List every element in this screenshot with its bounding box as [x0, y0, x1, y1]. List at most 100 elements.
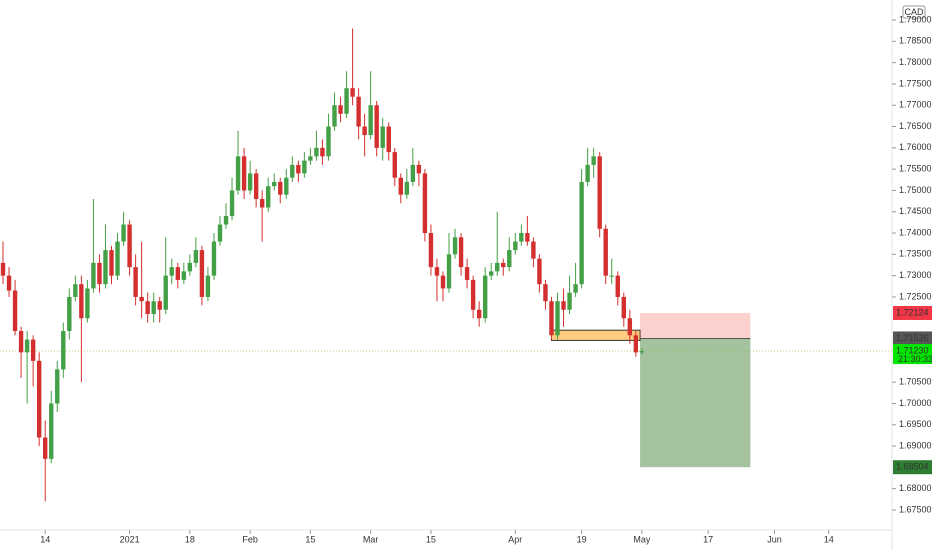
candle-body [537, 258, 542, 285]
candle-body [139, 296, 144, 302]
candle-body [609, 275, 614, 277]
candle-body [30, 339, 36, 361]
candle-body [531, 241, 536, 259]
y-tick-label: 1.76500 [899, 121, 932, 131]
y-tick-label: 1.67500 [899, 504, 932, 514]
y-tick-label: 1.70000 [899, 398, 932, 408]
candle-body [169, 267, 174, 276]
candle-body [43, 437, 48, 459]
target-tag [893, 460, 932, 475]
candle-body [235, 156, 241, 191]
candle-body [410, 164, 416, 182]
candle-body [356, 96, 361, 127]
x-tick-label: 14 [824, 534, 834, 544]
candle-body [585, 164, 590, 182]
candle-body [36, 360, 42, 438]
candle-body [121, 224, 126, 242]
candle-body [543, 284, 548, 302]
candle-body [344, 88, 349, 114]
candle-body [603, 228, 608, 276]
candle-body [597, 156, 602, 229]
candle-body [151, 301, 156, 314]
target-tag-label: 1.68504 [896, 462, 929, 472]
x-tick-label: 2021 [120, 534, 140, 544]
candle-body [205, 275, 211, 297]
candle-body [314, 147, 319, 157]
candle-body [501, 262, 506, 268]
x-tick-label: 15 [426, 534, 436, 544]
candle-body [392, 152, 397, 178]
candle-body [181, 271, 187, 280]
candle-body [639, 351, 645, 353]
candle-body [428, 233, 434, 268]
candle-body [284, 177, 289, 195]
x-tick-label: Apr [508, 534, 522, 544]
last-price-tag-label: 1.71230 [896, 345, 929, 355]
candle-body [296, 164, 301, 174]
candle-body [290, 164, 295, 178]
candle-body [446, 254, 452, 289]
candle-body [127, 224, 132, 268]
candle-body [97, 262, 102, 285]
candle-body [103, 250, 108, 285]
candle-body [253, 173, 259, 199]
candle-body [247, 173, 253, 191]
candle-body [259, 198, 265, 208]
candle-body [416, 164, 422, 174]
candle-body [217, 224, 223, 242]
x-tick-label: 18 [185, 534, 195, 544]
candle-body [422, 173, 428, 234]
candle-body [513, 241, 518, 251]
candle-body [79, 284, 84, 319]
y-tick-label: 1.73500 [899, 249, 932, 259]
y-tick-label: 1.73000 [899, 270, 932, 280]
stop-zone [640, 312, 751, 339]
entry-tag-label: 1.71526 [896, 333, 929, 343]
candle-body [591, 156, 596, 165]
candle-body [495, 262, 500, 272]
candle-body [470, 279, 476, 310]
target-zone [640, 338, 751, 468]
x-tick-label: Feb [242, 534, 258, 544]
entry-tag [893, 331, 932, 346]
x-tick-label: 14 [40, 534, 50, 544]
candle-body [615, 275, 620, 297]
candle-body [115, 241, 120, 276]
y-tick-label: 1.79000 [899, 14, 932, 24]
y-tick-label: 1.74500 [899, 206, 932, 216]
candle-body [55, 369, 60, 404]
candle-body [362, 126, 367, 136]
y-tick-label: 1.77000 [899, 100, 932, 110]
candle-body [573, 284, 578, 293]
candle-body [308, 156, 313, 161]
currency: CAD [904, 7, 924, 17]
candle-body [0, 262, 6, 276]
zone [550, 329, 641, 341]
candle-body [338, 105, 343, 114]
candle-body [302, 160, 307, 174]
candle-body [320, 147, 325, 157]
candle-body [91, 262, 96, 289]
x-tick-label: Mar [363, 534, 379, 544]
y-tick-label: 1.69000 [899, 440, 932, 450]
candle-body [464, 267, 470, 280]
currency-badge[interactable] [902, 5, 926, 19]
candle-body [555, 301, 560, 336]
x-tick-label: 19 [577, 534, 587, 544]
candle-body [157, 301, 162, 310]
countdown-bg [893, 354, 932, 365]
candle-body [211, 241, 217, 276]
candle-body [440, 275, 446, 289]
candle-body [368, 105, 373, 136]
y-tick-label: 1.72500 [899, 291, 932, 301]
candle-body [109, 250, 114, 276]
candle-body [326, 126, 331, 157]
candle-body [332, 105, 337, 127]
candle-body [223, 216, 229, 225]
candle-body [61, 331, 66, 370]
candle-body [6, 275, 12, 291]
x-tick-label: May [633, 534, 651, 544]
x-tick-label: 15 [305, 534, 315, 544]
y-tick-label: 1.78500 [899, 36, 932, 46]
